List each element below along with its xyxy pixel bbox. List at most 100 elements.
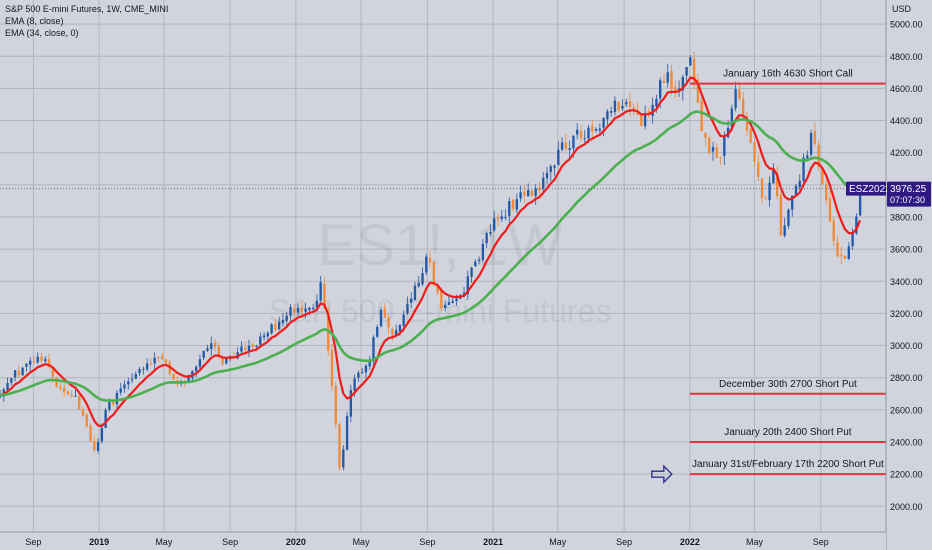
candle-body xyxy=(266,332,270,337)
candle-body xyxy=(734,89,737,109)
candle-body xyxy=(504,217,507,219)
candle-body xyxy=(625,102,628,105)
candle-body xyxy=(115,392,119,405)
candle-body xyxy=(557,149,560,165)
candle-body xyxy=(851,232,854,247)
candle-body xyxy=(172,373,175,380)
candle-body xyxy=(262,335,266,338)
candle-body xyxy=(255,345,258,347)
candle-body xyxy=(221,357,224,365)
time-axis-tick: Sep xyxy=(419,537,435,547)
candle-body xyxy=(119,388,122,393)
candle-body xyxy=(432,261,436,285)
candle-body xyxy=(402,314,405,326)
candle-body xyxy=(413,285,417,301)
candle-body xyxy=(651,104,654,116)
candle-body xyxy=(96,441,100,451)
price-axis-tick: 4400.00 xyxy=(890,116,923,126)
candle-body xyxy=(17,370,21,376)
candle-body xyxy=(338,424,341,469)
candle-body xyxy=(689,57,692,66)
candle-body xyxy=(81,409,85,416)
bar-countdown-label: 07:07:30 xyxy=(890,195,925,205)
time-axis-tick: May xyxy=(549,537,567,547)
time-axis-bg xyxy=(0,532,886,550)
price-axis-tick: 3400.00 xyxy=(890,277,923,287)
candle-body xyxy=(775,172,779,196)
candle-body xyxy=(538,187,541,191)
candle-body xyxy=(602,118,605,128)
ema-line-8 xyxy=(0,76,862,428)
candle-body xyxy=(821,167,824,185)
ema-fast-legend[interactable]: EMA (8, close) xyxy=(5,16,64,26)
candle-body xyxy=(764,198,767,200)
candle-body xyxy=(21,367,24,376)
candle-body xyxy=(391,328,394,335)
candle-body xyxy=(564,142,568,149)
price-axis-tick: 2200.00 xyxy=(890,470,923,480)
candle-body xyxy=(138,369,141,374)
candle-body xyxy=(62,387,66,393)
candle-body xyxy=(855,216,858,234)
candle-body xyxy=(832,220,835,241)
candle-body xyxy=(489,232,492,234)
grid xyxy=(0,0,886,532)
candle-body xyxy=(477,259,481,262)
candle-body xyxy=(666,72,669,83)
price-axis-tick: 2400.00 xyxy=(890,437,923,447)
candle-body xyxy=(609,111,613,113)
candle-body xyxy=(749,129,752,143)
candle-body xyxy=(376,326,379,337)
candle-body xyxy=(708,137,711,153)
candle-body xyxy=(723,137,726,156)
time-axis-tick: Sep xyxy=(813,537,829,547)
candle-body xyxy=(481,243,485,261)
time-axis-tick: 2021 xyxy=(483,537,503,547)
candle-body xyxy=(89,425,92,442)
level-label: January 31st/February 17th 2200 Short Pu… xyxy=(692,459,884,470)
price-axis-tick: 2600.00 xyxy=(890,405,923,415)
time-axis-tick: May xyxy=(353,537,371,547)
candle-body xyxy=(591,125,594,132)
candle-body xyxy=(225,358,228,364)
candle-body xyxy=(549,166,552,173)
candle-body xyxy=(383,308,386,318)
candle-body xyxy=(334,385,337,425)
price-tag-box xyxy=(887,181,931,207)
watermark-ticker: ES1!, 1W xyxy=(318,213,563,278)
candle-body xyxy=(281,320,285,324)
candle-body xyxy=(791,195,794,210)
candle-body xyxy=(425,256,428,273)
candle-body xyxy=(779,194,783,236)
candle-body xyxy=(843,255,847,259)
candle-body xyxy=(323,283,326,309)
candle-body xyxy=(240,346,243,352)
candle-body xyxy=(662,80,666,84)
candle-body xyxy=(715,147,718,158)
candle-body xyxy=(13,370,17,378)
candle-body xyxy=(594,129,598,131)
candle-body xyxy=(530,190,534,196)
ema-slow-legend[interactable]: EMA (34, close, 0) xyxy=(5,28,79,38)
candle-body xyxy=(319,282,322,301)
candle-body xyxy=(840,254,843,257)
candle-body xyxy=(379,309,383,327)
candle-body xyxy=(526,190,530,197)
level-label: January 20th 2400 Short Put xyxy=(724,427,852,438)
time-axis-tick: Sep xyxy=(616,537,632,547)
candle-body xyxy=(164,359,168,363)
candle-body xyxy=(455,298,458,302)
candle-body xyxy=(742,98,745,118)
candle-body xyxy=(847,246,850,259)
candle-body xyxy=(730,108,734,127)
candle-body xyxy=(293,308,296,313)
candle-body xyxy=(213,342,217,348)
price-axis-tick: 2800.00 xyxy=(890,373,923,383)
ema-line-34 xyxy=(0,110,861,403)
candle-body xyxy=(674,87,677,93)
candle-body xyxy=(628,101,632,107)
candle-body xyxy=(51,367,54,377)
candle-body xyxy=(70,395,73,397)
candle-body xyxy=(134,374,137,379)
